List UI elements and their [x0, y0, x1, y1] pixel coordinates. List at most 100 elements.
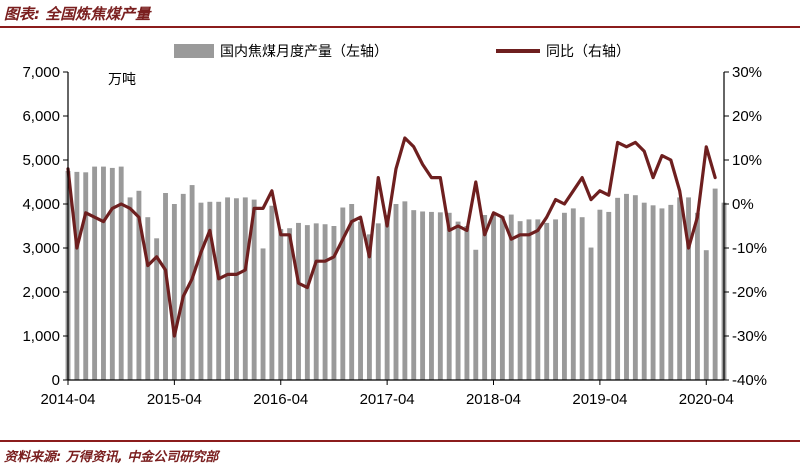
bar	[499, 216, 505, 380]
x-tick-label: 2020-04	[679, 391, 734, 408]
x-tick-label: 2019-04	[572, 391, 627, 408]
figure-title: 图表: 全国炼焦煤产量	[4, 5, 151, 23]
bar	[491, 213, 496, 380]
bar	[668, 204, 674, 380]
bar	[260, 248, 266, 380]
bar	[340, 207, 346, 380]
x-tick-label: 2016-04	[253, 391, 308, 408]
bar	[287, 228, 293, 380]
bar	[508, 214, 514, 380]
left-axis-unit: 万吨	[108, 71, 136, 87]
bar	[331, 226, 337, 380]
bar	[402, 201, 408, 380]
line-series-layer	[66, 136, 717, 338]
bar	[313, 223, 319, 380]
bar	[411, 210, 417, 380]
bar	[677, 197, 683, 380]
left-tick-label: 0	[52, 372, 60, 389]
bar	[694, 212, 700, 380]
bar	[296, 222, 301, 380]
right-axis-ticks: -40% -30% -20% -10% 0% 10% 20% 30%	[724, 64, 767, 389]
left-tick-label: 4,000	[22, 196, 60, 213]
legend: 国内焦煤月度产量（左轴） 同比（右轴）	[174, 43, 630, 59]
bar	[127, 197, 133, 380]
bar	[606, 211, 612, 380]
legend-line-label: 同比（右轴）	[546, 43, 630, 59]
bar	[632, 195, 638, 380]
left-tick-label: 5,000	[22, 152, 60, 169]
bar	[171, 204, 177, 380]
source-note: 资料来源: 万得资讯, 中金公司研究部	[4, 450, 219, 465]
left-tick-label: 7,000	[22, 64, 60, 81]
bar	[641, 202, 647, 380]
bar	[163, 193, 168, 380]
title-divider	[0, 26, 800, 28]
bar	[597, 209, 603, 380]
bar	[712, 188, 718, 380]
bar	[464, 226, 470, 380]
right-tick-label: 0%	[732, 196, 754, 213]
right-tick-label: -20%	[732, 284, 767, 301]
bar	[189, 185, 195, 380]
bar	[233, 198, 239, 380]
bar	[154, 238, 160, 380]
right-tick-label: -10%	[732, 240, 767, 257]
bar	[118, 166, 124, 380]
x-tick-label: 2015-04	[147, 391, 202, 408]
bar	[420, 211, 426, 380]
left-tick-label: 1,000	[22, 328, 60, 345]
bar	[473, 249, 479, 380]
bar	[375, 223, 381, 380]
right-tick-label: -30%	[732, 328, 767, 345]
bar	[624, 193, 629, 380]
bar	[437, 212, 443, 380]
bar	[269, 205, 275, 380]
bar	[180, 193, 186, 380]
bar	[109, 167, 115, 380]
right-tick-label: -40%	[732, 372, 767, 389]
x-tick-label: 2017-04	[360, 391, 415, 408]
bar	[446, 212, 452, 380]
legend-bar-swatch	[174, 44, 214, 58]
left-tick-label: 2,000	[22, 284, 60, 301]
bar	[517, 221, 523, 380]
bar	[384, 215, 390, 380]
x-tick-label: 2014-04	[40, 391, 95, 408]
bar	[304, 225, 310, 380]
bar	[615, 197, 621, 380]
right-tick-label: 10%	[732, 152, 762, 169]
bar	[278, 229, 284, 380]
bar	[659, 208, 665, 380]
x-tick-label: 2018-04	[466, 391, 521, 408]
bar	[225, 197, 231, 380]
bar	[101, 166, 106, 380]
bar	[216, 201, 222, 380]
bar	[553, 219, 559, 380]
chart: 0 1,000 2,000 3,000 4,000 5,000 6,000 7,000 -40…	[22, 43, 767, 408]
bar	[92, 166, 98, 380]
bar	[322, 224, 328, 380]
yoy-line	[66, 136, 717, 338]
left-tick-label: 6,000	[22, 108, 60, 125]
bar-series	[65, 166, 727, 380]
bar	[455, 221, 461, 380]
bar	[251, 199, 257, 380]
bar	[74, 171, 80, 380]
bar	[544, 222, 550, 380]
source-divider	[0, 440, 800, 442]
bar	[526, 219, 532, 380]
bar	[83, 172, 89, 380]
bar	[207, 201, 213, 380]
bar	[686, 197, 691, 380]
bar	[579, 217, 585, 380]
bar	[145, 217, 151, 380]
bar	[136, 190, 142, 380]
left-tick-label: 3,000	[22, 240, 60, 257]
left-axis-ticks: 0 1,000 2,000 3,000 4,000 5,000 6,000 7,000	[22, 64, 68, 389]
bar	[561, 212, 567, 380]
bar	[535, 219, 541, 380]
bar	[393, 204, 399, 380]
bar	[650, 205, 656, 380]
bar	[358, 221, 363, 380]
right-tick-label: 20%	[732, 108, 762, 125]
